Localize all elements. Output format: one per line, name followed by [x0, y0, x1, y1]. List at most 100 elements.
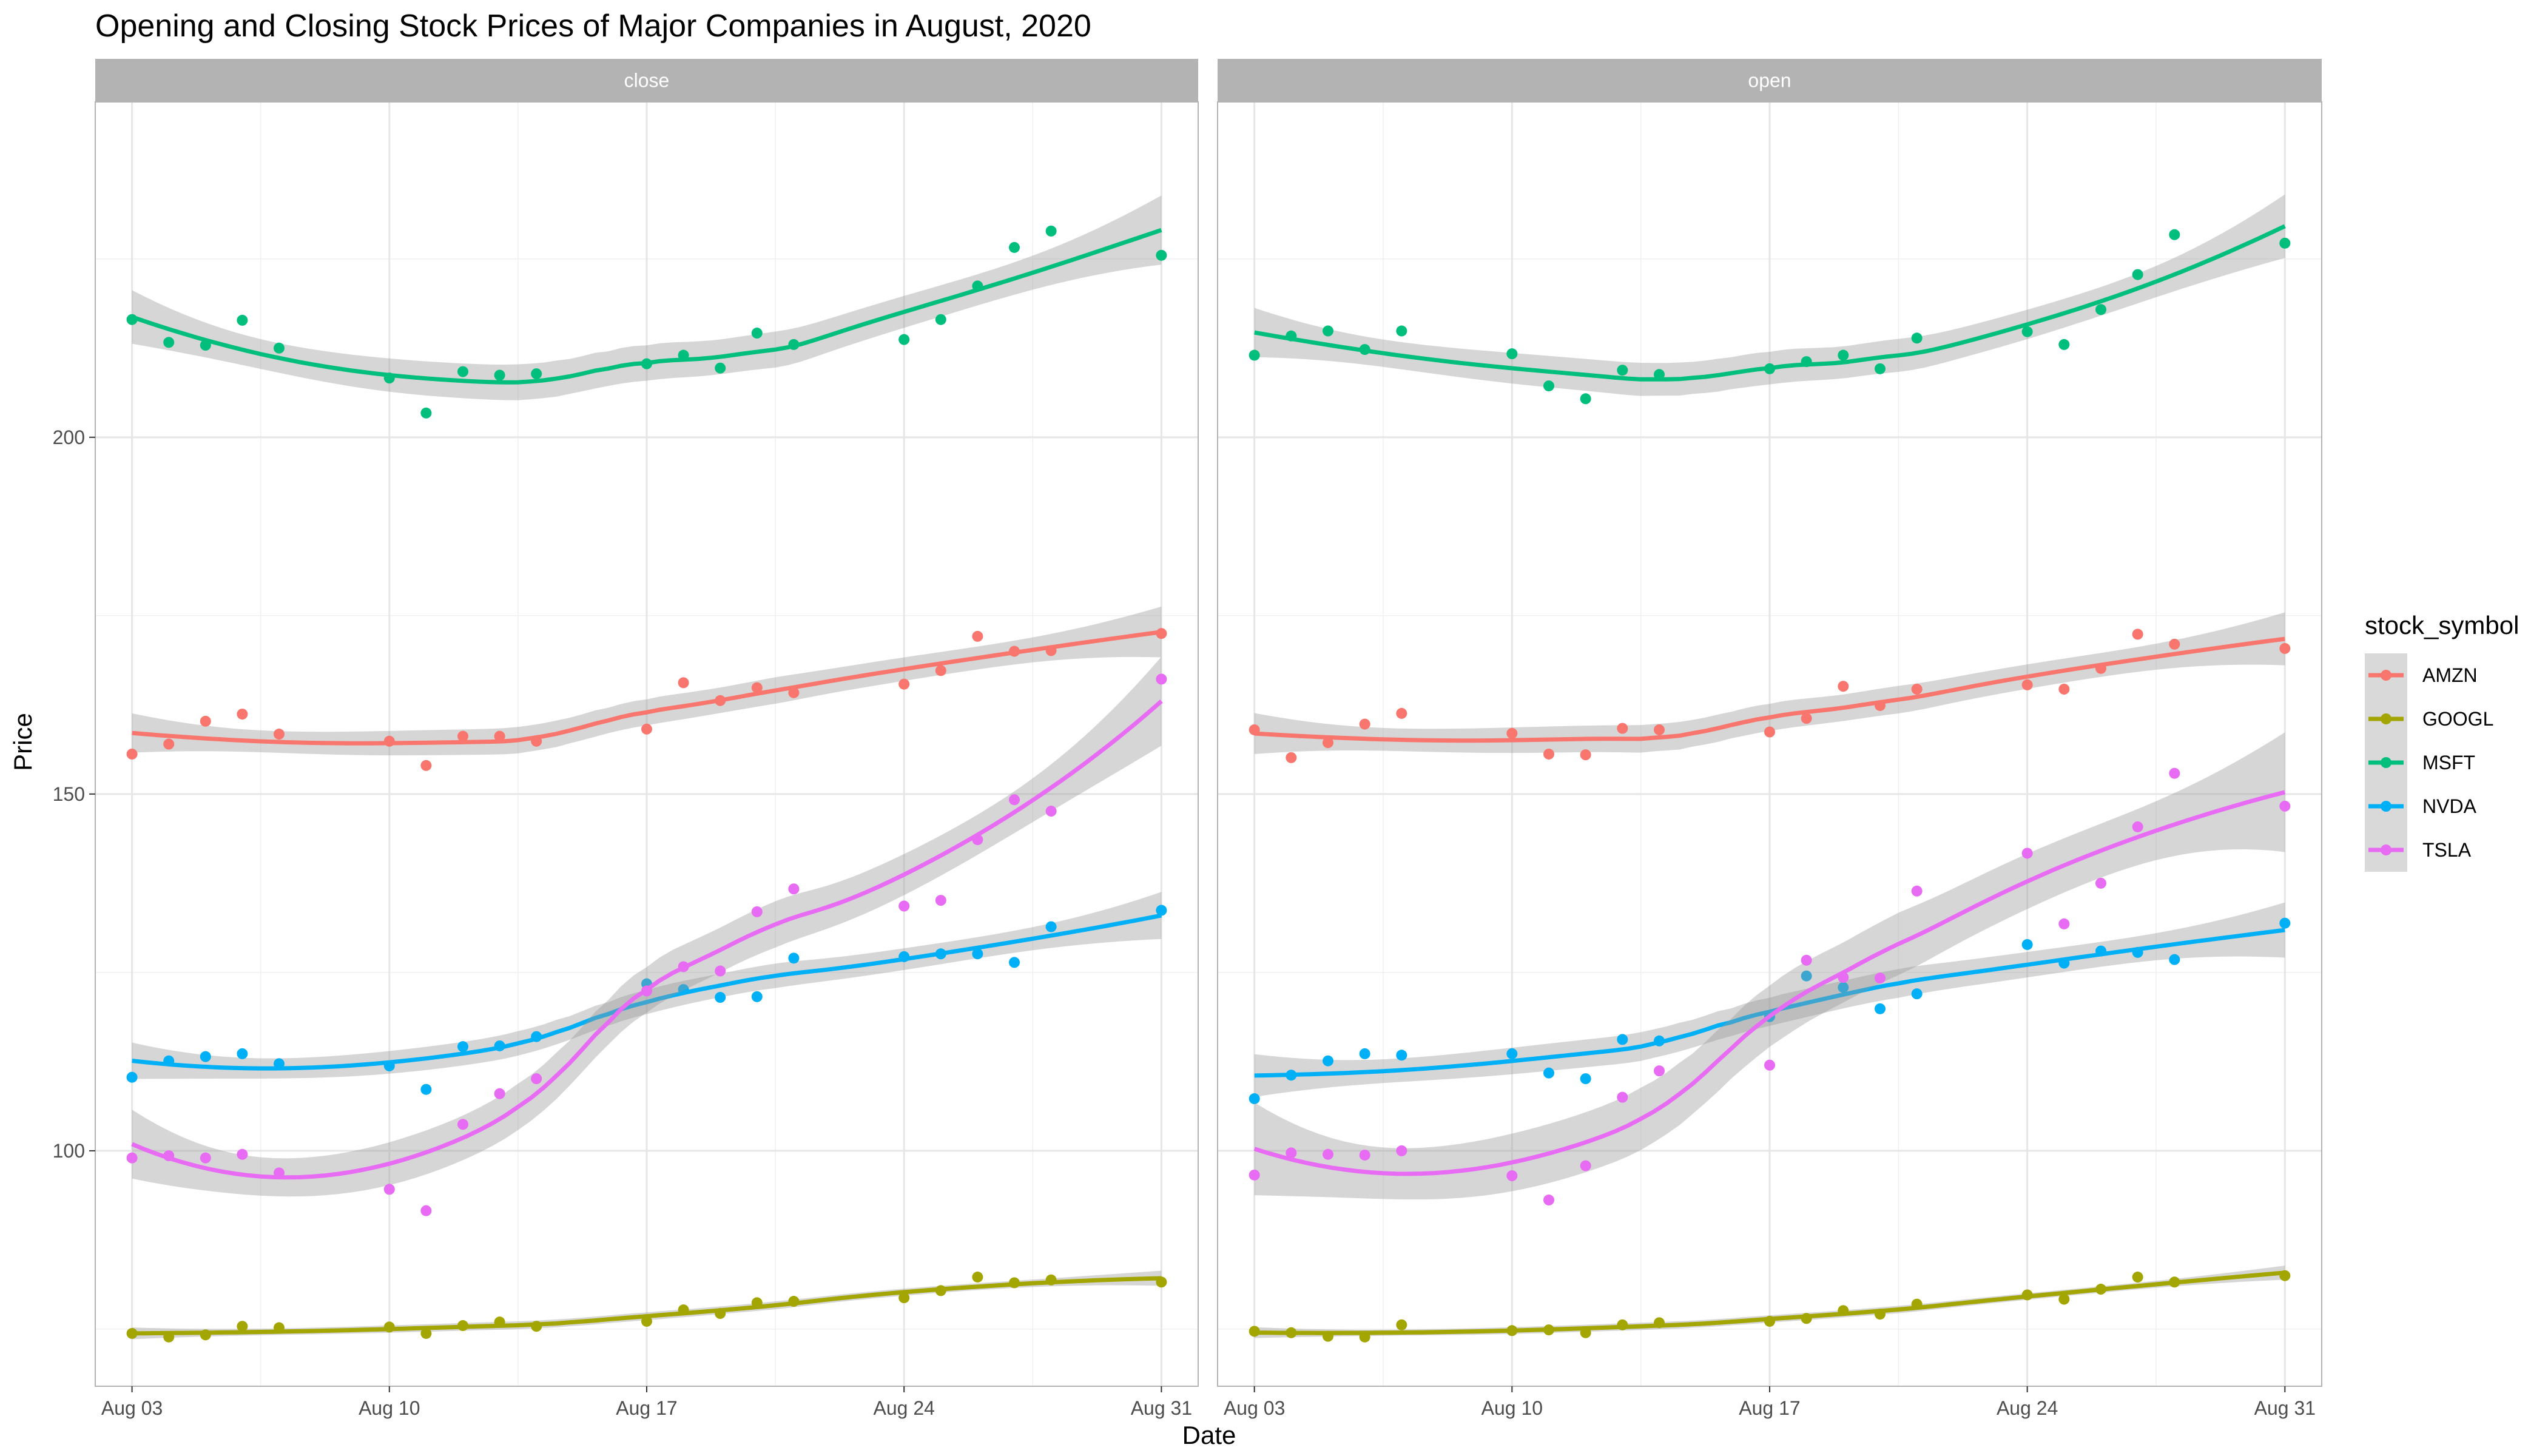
data-point — [1911, 683, 1923, 695]
data-point — [420, 1327, 432, 1339]
data-point — [1045, 921, 1057, 932]
data-point — [2279, 237, 2291, 249]
data-point — [1045, 225, 1057, 237]
data-point — [1359, 1048, 1370, 1059]
legend-label: TSLA — [2422, 839, 2472, 861]
data-point — [494, 1088, 505, 1099]
trend-line — [132, 630, 1162, 746]
series-nvda — [126, 892, 1167, 1095]
legend-key-point — [2381, 713, 2391, 724]
legend-key-point — [2381, 844, 2391, 855]
data-point — [1875, 363, 1886, 374]
data-point — [1543, 1195, 1554, 1206]
data-point — [2058, 1293, 2070, 1305]
chart-title: Opening and Closing Stock Prices of Majo… — [95, 8, 1091, 44]
data-point — [641, 723, 652, 735]
data-point — [2169, 767, 2180, 779]
data-point — [1156, 249, 1167, 261]
data-point — [237, 1048, 248, 1059]
data-point — [1911, 885, 1923, 897]
data-point — [715, 965, 726, 977]
panel-open: open Aug 03 Aug 10 Aug 17 Aug 24 Aug 31 — [1217, 59, 2322, 1419]
trend-line — [1254, 1270, 2285, 1335]
data-point — [1009, 957, 1020, 968]
x-axis-title: Date — [1182, 1421, 1236, 1449]
data-point — [237, 1321, 248, 1332]
data-point — [126, 1327, 138, 1339]
data-point — [641, 1315, 652, 1327]
data-point — [1580, 1160, 1591, 1171]
data-point — [715, 362, 726, 374]
data-point — [715, 992, 726, 1003]
data-point — [972, 1272, 983, 1283]
data-point — [126, 1152, 138, 1164]
legend-label: AMZN — [2422, 664, 2478, 686]
data-point — [1323, 1148, 1333, 1160]
data-point — [1359, 718, 1370, 730]
data-point — [2132, 1272, 2143, 1283]
panel-close: close Aug 03 Aug 10 Aug 17 Aug 24 Aug 31 100 15… — [53, 59, 1199, 1419]
data-point — [1580, 749, 1591, 761]
data-point — [935, 314, 946, 325]
data-point — [1009, 794, 1020, 806]
data-point — [163, 337, 175, 348]
y-tick-label: 100 — [53, 1140, 85, 1162]
data-point — [1156, 673, 1167, 685]
data-point — [2279, 917, 2291, 929]
data-point — [1543, 380, 1554, 392]
data-point — [1396, 1145, 1407, 1156]
data-point — [751, 328, 763, 339]
data-point — [274, 729, 285, 740]
series-nvda — [1249, 902, 2291, 1105]
x-tick-label: Aug 31 — [1131, 1397, 1192, 1419]
data-point — [1911, 332, 1923, 344]
data-point — [457, 1119, 468, 1130]
series-amzn — [1249, 612, 2291, 763]
series-googl — [126, 1270, 1167, 1343]
data-point — [1654, 724, 1665, 735]
legend-key-point — [2381, 757, 2391, 768]
data-point — [1009, 241, 1020, 253]
data-point — [751, 682, 763, 693]
x-tick-label: Aug 24 — [873, 1397, 934, 1419]
data-point — [898, 334, 910, 345]
legend-item-tsla: TSLA — [2365, 828, 2472, 872]
legend-item-amzn: AMZN — [2365, 653, 2478, 697]
data-point — [1875, 1003, 1886, 1014]
data-point — [420, 407, 432, 419]
data-point — [2169, 229, 2180, 240]
confidence-band — [1254, 194, 2285, 396]
data-point — [1801, 954, 1812, 966]
data-point — [457, 366, 468, 377]
data-point — [1654, 1065, 1665, 1077]
data-point — [494, 730, 505, 742]
data-point — [1396, 1319, 1407, 1330]
data-point — [678, 677, 689, 689]
data-point — [2279, 800, 2291, 812]
data-point — [1506, 1048, 1518, 1059]
data-point — [1506, 348, 1518, 360]
data-point — [2021, 848, 2033, 859]
data-point — [200, 1152, 211, 1164]
data-point — [972, 630, 983, 642]
x-tick-label: Aug 03 — [101, 1397, 163, 1419]
trend-line — [132, 1276, 1162, 1336]
data-point — [2169, 954, 2180, 965]
trend-line — [131, 699, 1163, 1180]
x-tick-label: Aug 31 — [2254, 1397, 2316, 1419]
legend-title: stock_symbol — [2365, 611, 2519, 639]
data-point — [2095, 304, 2106, 315]
facet-strip — [95, 59, 1198, 102]
series-tsla — [126, 656, 1167, 1216]
data-point — [420, 760, 432, 771]
legend: stock_symbol AMZN GOOGL MSFT NVDA TSLA — [2365, 611, 2519, 872]
data-point — [1764, 1059, 1775, 1071]
legend-item-googl: GOOGL — [2365, 697, 2493, 741]
series-msft — [126, 195, 1167, 419]
data-point — [200, 715, 211, 727]
data-point — [1838, 681, 1849, 692]
data-point — [1156, 905, 1167, 916]
data-point — [1506, 727, 1518, 739]
data-point — [420, 1084, 432, 1095]
data-point — [751, 991, 763, 1002]
